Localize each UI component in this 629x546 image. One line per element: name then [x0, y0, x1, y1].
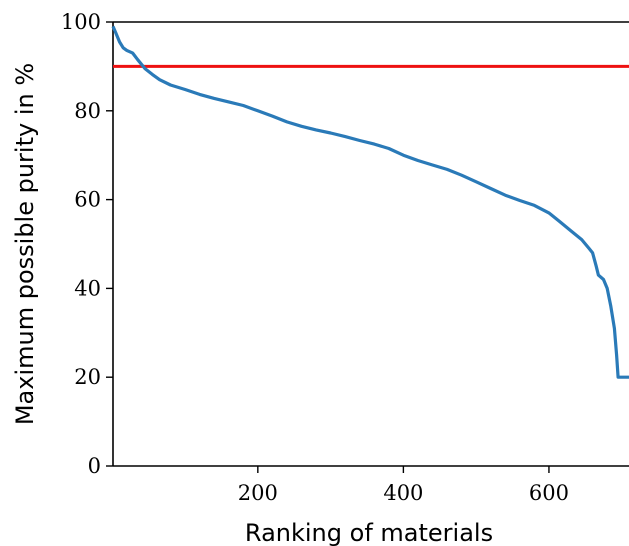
x-axis-label: Ranking of materials [245, 519, 493, 546]
x-tick-label-200: 200 [238, 481, 278, 505]
y-tick-label-0: 0 [88, 454, 101, 478]
y-tick-label-80: 80 [74, 99, 101, 123]
x-tick-label-400: 400 [383, 481, 423, 505]
y-tick-label-60: 60 [74, 188, 101, 212]
y-ticks: 0 20 40 60 80 100 [61, 10, 113, 478]
plot-area: 200 400 600 0 20 40 60 80 100 [61, 10, 629, 505]
y-tick-label-20: 20 [74, 365, 101, 389]
x-tick-label-600: 600 [529, 481, 569, 505]
series-line-purity [111, 25, 629, 379]
y-tick-label-100: 100 [61, 10, 101, 34]
y-tick-label-40: 40 [74, 276, 101, 300]
x-ticks: 200 400 600 [238, 466, 569, 505]
y-axis-label: Maximum possible purity in % [11, 63, 39, 425]
